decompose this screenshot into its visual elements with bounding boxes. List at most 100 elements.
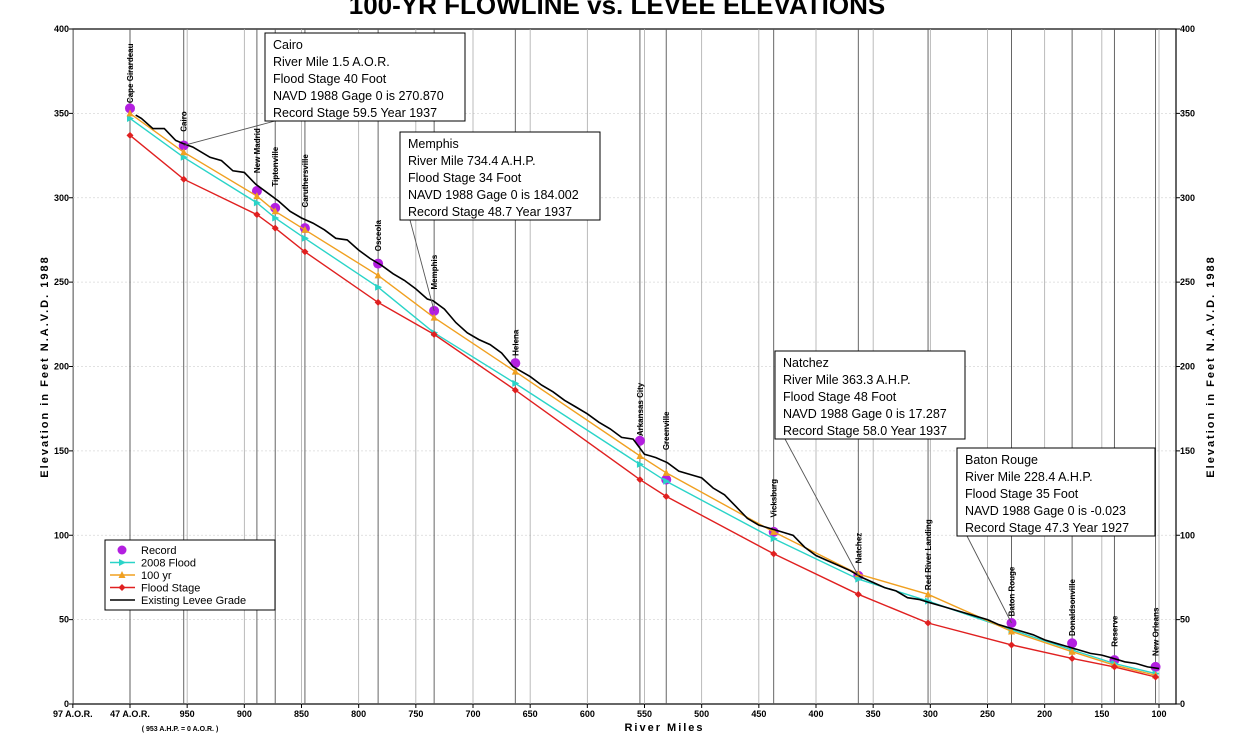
- x-tick-label: 450: [751, 709, 766, 719]
- city-label: Osceola: [374, 220, 383, 252]
- flood-stage-point: [511, 386, 519, 394]
- flood-stage-point: [301, 248, 309, 256]
- annotation-leader: [784, 438, 859, 576]
- flood-stage-point: [180, 175, 188, 183]
- y-tick-label-left: 400: [54, 24, 69, 34]
- flood-stage-point: [770, 550, 778, 558]
- annotation-natchez: Natchez River Mile 363.3 A.H.P. Flood Stag…: [774, 350, 966, 576]
- annotation-line: River Mile 734.4 A.H.P.: [408, 154, 536, 168]
- annotation-line: Cairo: [273, 38, 303, 52]
- hundred-yr-point: [854, 570, 862, 578]
- x-tick-label: 550: [637, 709, 652, 719]
- hundred-yr-point: [301, 225, 309, 233]
- annotation-line: NAVD 1988 Gage 0 is -0.023: [965, 504, 1126, 518]
- legend-marker: [118, 571, 126, 578]
- record-point: [510, 358, 521, 369]
- city-label: Greenville: [662, 411, 671, 450]
- y-tick-label-right: 0: [1180, 699, 1185, 709]
- annotation-line: River Mile 228.4 A.H.P.: [965, 470, 1093, 484]
- city-label: Memphis: [430, 254, 439, 289]
- record-point: [251, 186, 262, 196]
- x-tick-label: 400: [808, 709, 823, 719]
- flood-2008-point: [512, 379, 520, 387]
- x-tick-label: 850: [294, 709, 309, 719]
- legend-marker: [119, 559, 126, 566]
- chart-title: 100-YR FLOWLINE vs. LEVEE ELEVATIONS: [349, 0, 885, 20]
- y-tick-label-left: 350: [54, 108, 69, 118]
- y-tick-label-right: 400: [1180, 24, 1195, 34]
- y-tick-label-left: 100: [54, 530, 69, 540]
- city-label: Red River Landing: [924, 519, 933, 590]
- y-axis-label-left: Elevation in Feet N.A.V.D. 1988: [39, 255, 51, 477]
- annotation-baton-rouge: Baton Rouge River Mile 228.4 A.H.P. Flood …: [956, 447, 1156, 624]
- flood-stage-point: [854, 590, 862, 598]
- legend-label: Existing Levee Grade: [141, 595, 246, 607]
- hundred-yr-point: [924, 590, 932, 598]
- flood-2008-point: [375, 283, 383, 291]
- flood-stage-point: [662, 492, 670, 500]
- x-tick-label: 350: [866, 709, 881, 719]
- hundred-yr-point: [636, 451, 644, 459]
- hundred-yr-point: [126, 109, 134, 117]
- y-tick-label-right: 100: [1180, 530, 1195, 540]
- flood-2008-point: [855, 575, 863, 583]
- x-axis-label: River Miles: [624, 722, 704, 734]
- hundred-yr-point: [662, 468, 670, 476]
- annotation-line: Flood Stage 35 Foot: [965, 487, 1079, 501]
- annotation-line: NAVD 1988 Gage 0 is 184.002: [408, 188, 579, 202]
- annotation-line: Baton Rouge: [965, 453, 1038, 467]
- annotation-line: Flood Stage 40 Foot: [273, 72, 387, 86]
- annotation-line: River Mile 363.3 A.H.P.: [783, 373, 911, 387]
- flood-stage-point: [924, 619, 932, 627]
- record-point: [634, 435, 645, 446]
- annotation-line: Record Stage 47.3 Year 1927: [965, 521, 1129, 535]
- annotation-line: Memphis: [408, 137, 459, 151]
- hundred-yr-point: [511, 367, 519, 375]
- hundred-yr-point: [271, 207, 279, 215]
- flood-2008-point: [636, 460, 644, 468]
- annotation-box: [264, 32, 466, 122]
- city-label: Cape Girardeau: [126, 43, 135, 103]
- city-label: Tiptonville: [271, 146, 280, 186]
- x-tick-label: 200: [1037, 709, 1052, 719]
- x-tick-label: 700: [465, 709, 480, 719]
- annotation-line: Natchez: [783, 356, 829, 370]
- hundred-yr-point: [374, 271, 382, 279]
- legend-marker: [118, 584, 126, 591]
- x-tick-label: 100: [1151, 709, 1166, 719]
- flood-2008-point: [272, 214, 280, 222]
- record-point: [1150, 661, 1161, 672]
- legend-label: 2008 Flood: [141, 558, 196, 570]
- x-tick-label: 950: [180, 709, 195, 719]
- flood-stage-point: [1152, 673, 1160, 681]
- hundred-yr-point: [430, 313, 438, 321]
- annotation-line: Record Stage 48.7 Year 1937: [408, 205, 572, 219]
- annotation-cairo: Cairo River Mile 1.5 A.O.R. Flood Stage 40…: [183, 32, 466, 146]
- annotation-line: Record Stage 58.0 Year 1937: [783, 424, 947, 438]
- y-tick-label-right: 50: [1180, 615, 1190, 625]
- hundred-yr-point: [253, 192, 261, 200]
- legend-swatch-record: [117, 545, 127, 555]
- annotation-line: River Mile 1.5 A.O.R.: [273, 55, 390, 69]
- x-tick-label: 650: [523, 709, 538, 719]
- flood-stage-point: [430, 330, 438, 338]
- city-labels: Cape Girardeau Cairo New Madrid Tiptonville…: [126, 43, 1161, 656]
- city-label: New Orleans: [1152, 607, 1161, 656]
- flood-stage-point: [126, 131, 134, 139]
- flood-2008-point: [301, 234, 309, 242]
- y-tick-label-right: 250: [1180, 277, 1195, 287]
- y-tick-label-right: 300: [1180, 193, 1195, 203]
- city-label: Baton Rouge: [1008, 566, 1017, 616]
- x-tick-label: 750: [408, 709, 423, 719]
- flood-2008-point: [127, 114, 134, 122]
- flood-2008-point: [770, 535, 778, 543]
- record-point: [125, 103, 135, 114]
- x-tick-label: 900: [237, 709, 252, 719]
- y-tick-label-left: 50: [59, 615, 69, 625]
- annotation-box: [399, 131, 601, 221]
- x-tick-label: 300: [923, 709, 938, 719]
- hundred-yr-point: [180, 148, 188, 156]
- legend-label: 100 yr: [141, 570, 172, 582]
- x-tick-label: 600: [580, 709, 595, 719]
